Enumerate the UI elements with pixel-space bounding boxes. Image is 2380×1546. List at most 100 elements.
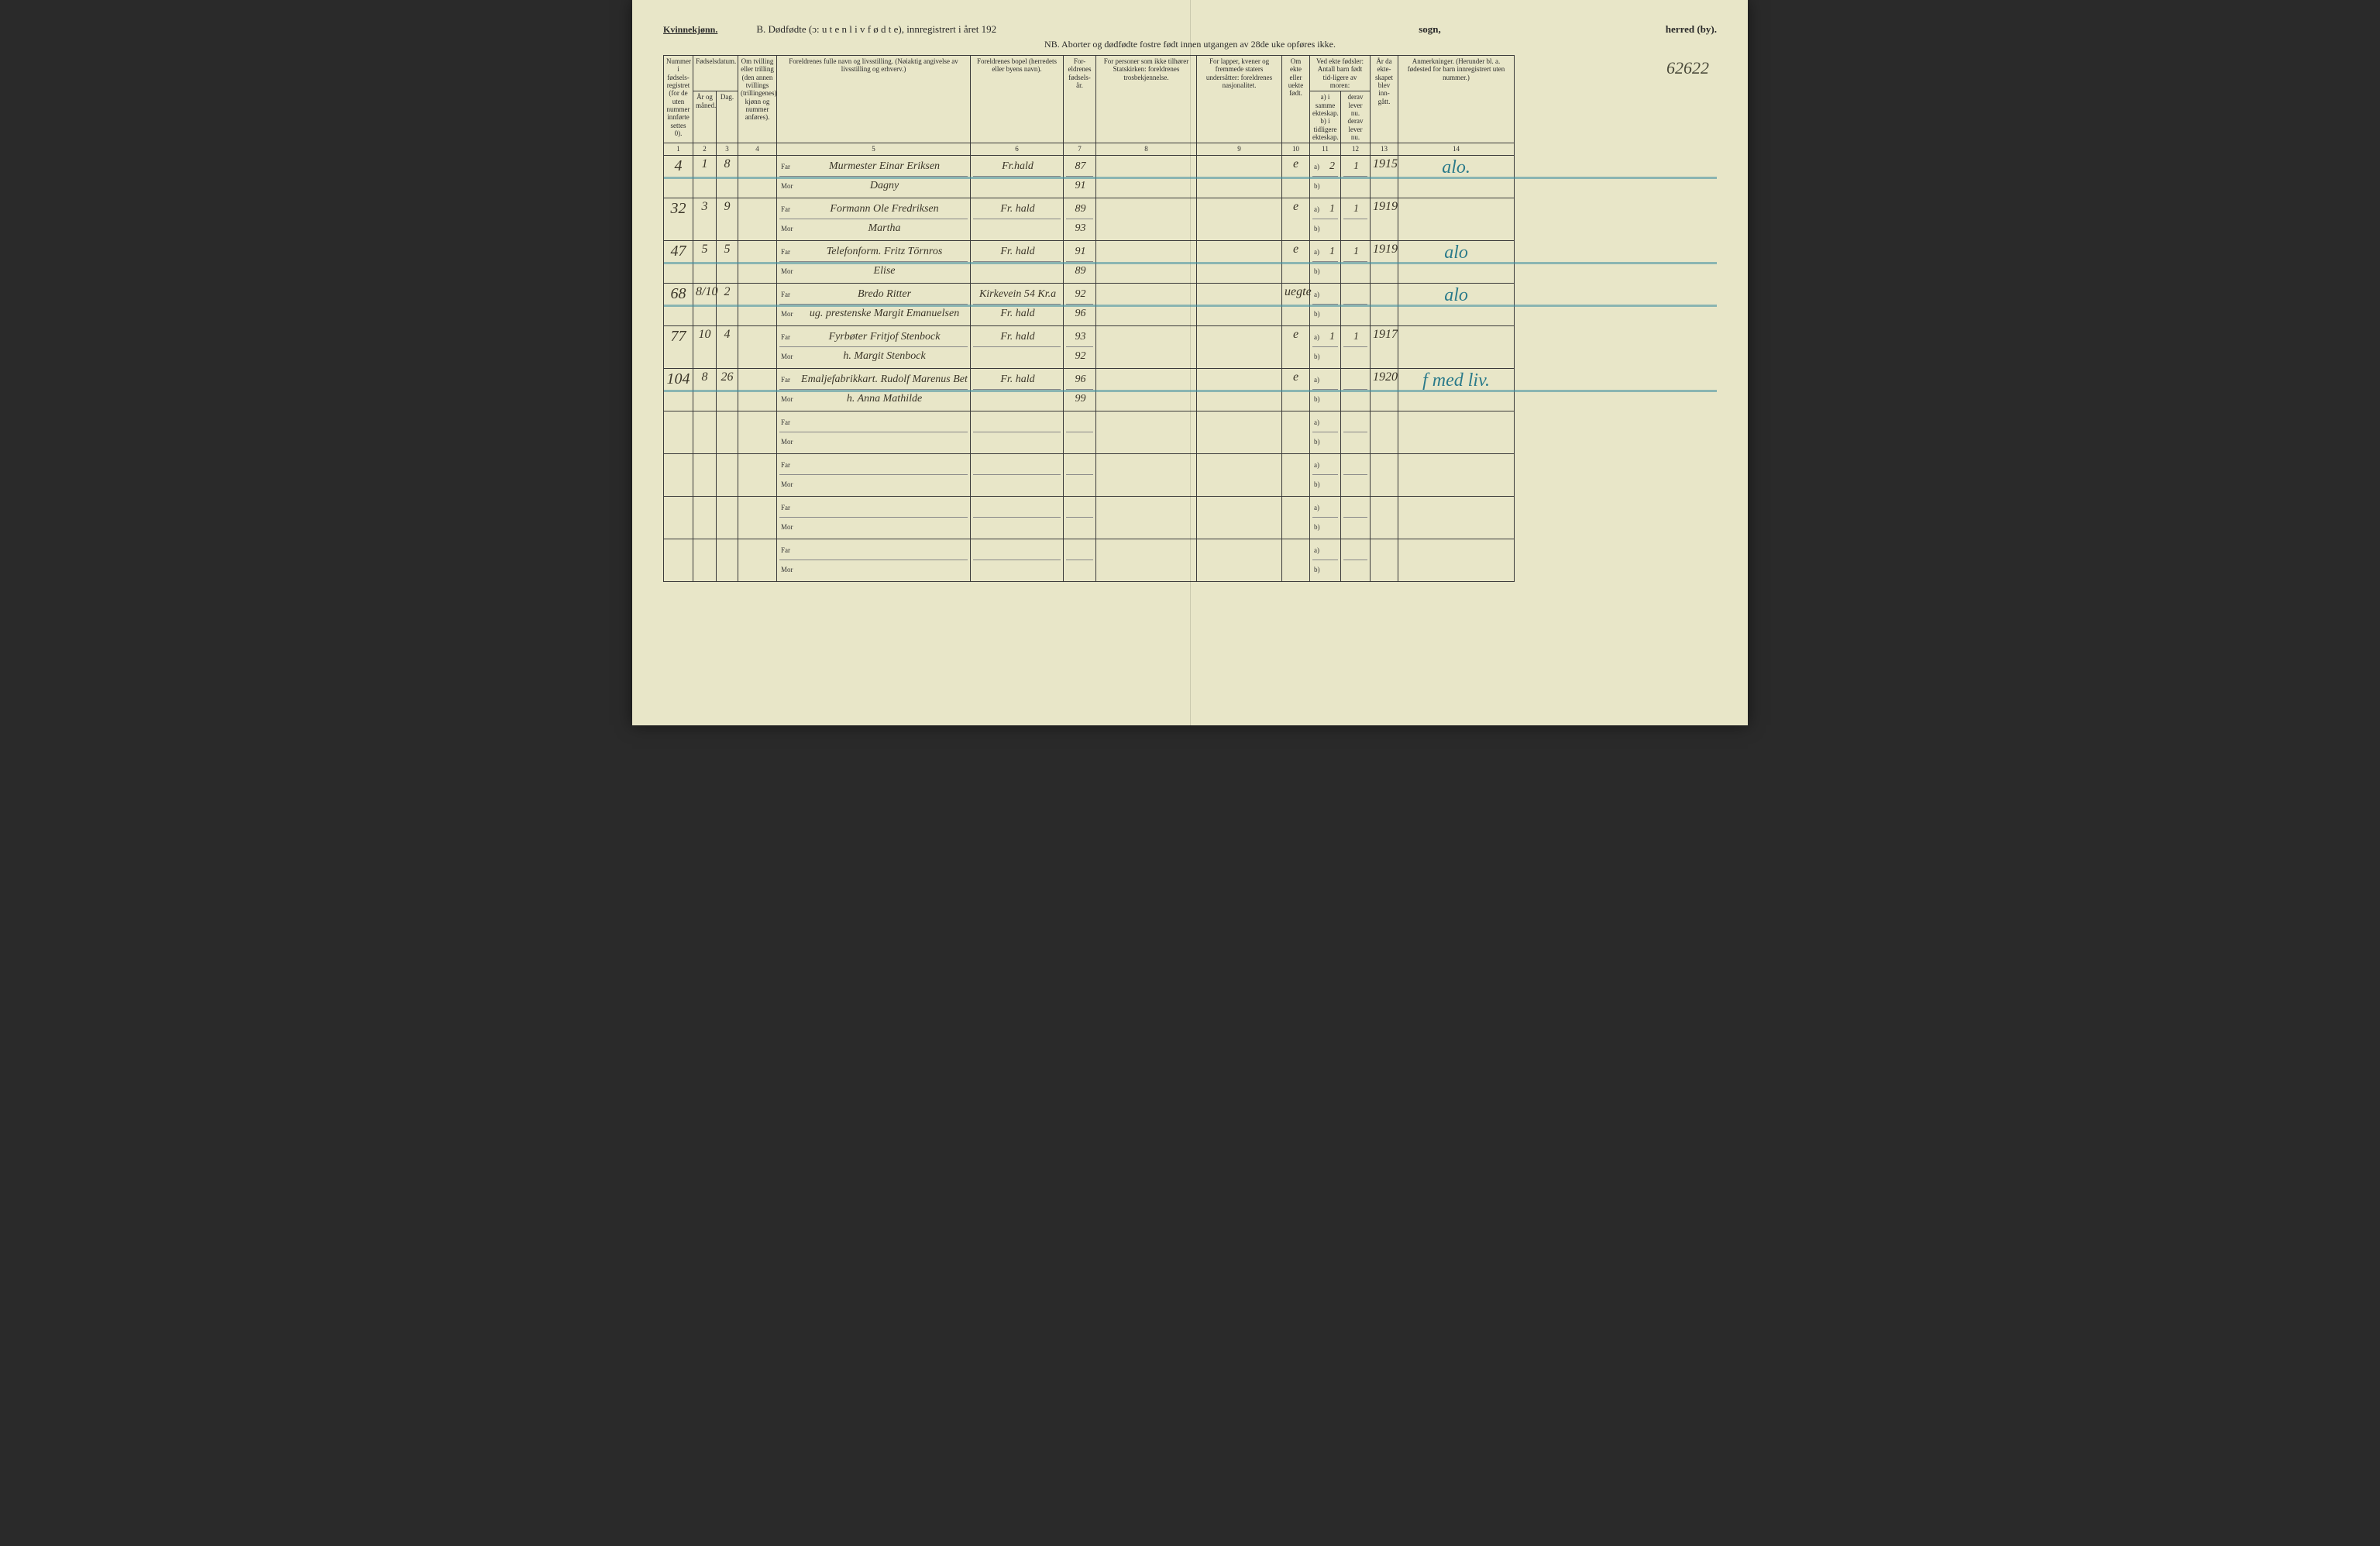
- col-header-7: For-eldrenes fødsels-år.: [1064, 56, 1096, 143]
- table-cell: 1915: [1371, 155, 1398, 198]
- table-cell: 9296: [1064, 283, 1096, 325]
- table-cell: a)1b): [1310, 198, 1341, 240]
- table-cell: [1096, 453, 1197, 496]
- table-cell: 10: [693, 325, 717, 368]
- table-cell: a)b): [1310, 411, 1341, 453]
- table-cell: [1282, 496, 1310, 539]
- table-cell: FarMor: [777, 411, 971, 453]
- table-cell: f med liv.: [1398, 368, 1515, 411]
- table-cell: 4: [717, 325, 738, 368]
- colnum: 7: [1064, 143, 1096, 155]
- table-cell: [1398, 325, 1515, 368]
- table-cell: 26: [717, 368, 738, 411]
- table-cell: 1: [1341, 198, 1371, 240]
- table-row: 4755FarTelefonform. Fritz TörnrosMorElis…: [664, 240, 1717, 283]
- colnum: 11: [1310, 143, 1341, 155]
- table-cell: [1064, 539, 1096, 581]
- table-cell: [738, 496, 777, 539]
- table-cell: [693, 496, 717, 539]
- table-cell: [738, 368, 777, 411]
- table-cell: a)b): [1310, 539, 1341, 581]
- table-cell: [664, 496, 693, 539]
- table-cell: [1341, 453, 1371, 496]
- table-cell: 9189: [1064, 240, 1096, 283]
- table-cell: FarMor: [777, 539, 971, 581]
- table-cell: [1371, 411, 1398, 453]
- col-header-2-group: Fødselsdatum.: [693, 56, 738, 91]
- colnum: 9: [1197, 143, 1282, 155]
- colnum: 3: [717, 143, 738, 155]
- table-row: 688/102FarBredo RitterMorug. prestenske …: [664, 283, 1717, 325]
- table-cell: FarFormann Ole FredriksenMorMartha: [777, 198, 971, 240]
- table-cell: [1096, 155, 1197, 198]
- table-cell: [1398, 453, 1515, 496]
- table-cell: 9: [717, 198, 738, 240]
- table-cell: a)1b): [1310, 240, 1341, 283]
- table-cell: 1: [1341, 240, 1371, 283]
- table-cell: [1197, 368, 1282, 411]
- table-cell: FarMor: [777, 496, 971, 539]
- table-cell: [1096, 411, 1197, 453]
- table-cell: [738, 453, 777, 496]
- colnum: 8: [1096, 143, 1197, 155]
- col-header-12: derav lever nu. derav lever nu.: [1341, 91, 1371, 143]
- table-cell: e: [1282, 240, 1310, 283]
- table-cell: a)b): [1310, 283, 1341, 325]
- table-cell: [1096, 325, 1197, 368]
- table-cell: [1341, 539, 1371, 581]
- table-cell: [1197, 453, 1282, 496]
- table-cell: [1341, 496, 1371, 539]
- table-cell: [738, 155, 777, 198]
- table-cell: [1064, 496, 1096, 539]
- table-cell: alo.: [1398, 155, 1515, 198]
- col-header-1: Nummer i fødsels-registret (for de uten …: [664, 56, 693, 143]
- table-cell: 8/10: [693, 283, 717, 325]
- col-header-5: Foreldrenes fulle navn og livsstilling. …: [777, 56, 971, 143]
- table-cell: [717, 496, 738, 539]
- table-cell: Kirkevein 54 Kr.aFr. hald: [971, 283, 1064, 325]
- table-cell: [1398, 198, 1515, 240]
- table-cell: [717, 453, 738, 496]
- colnum: 2: [693, 143, 717, 155]
- table-cell: 47: [664, 240, 693, 283]
- table-cell: e: [1282, 155, 1310, 198]
- table-cell: [1197, 155, 1282, 198]
- colnum: 14: [1398, 143, 1515, 155]
- table-cell: [1341, 283, 1371, 325]
- table-cell: e: [1282, 325, 1310, 368]
- table-cell: [1197, 325, 1282, 368]
- table-cell: 1920: [1371, 368, 1398, 411]
- col-header-6: Foreldrenes bopel (herredets eller byens…: [971, 56, 1064, 143]
- table-cell: FarMurmester Einar EriksenMorDagny: [777, 155, 971, 198]
- table-cell: 104: [664, 368, 693, 411]
- sogn-label: sogn,: [1419, 23, 1441, 36]
- table-cell: [664, 411, 693, 453]
- table-cell: [1398, 539, 1515, 581]
- table-cell: [738, 325, 777, 368]
- table-cell: [971, 411, 1064, 453]
- col-header-14: Anmerkninger. (Herunder bl. a. fødested …: [1398, 56, 1515, 143]
- table-cell: [1064, 453, 1096, 496]
- table-cell: FarTelefonform. Fritz TörnrosMorElise: [777, 240, 971, 283]
- table-cell: [738, 198, 777, 240]
- table-row: 418FarMurmester Einar EriksenMorDagnyFr.…: [664, 155, 1717, 198]
- table-cell: FarFyrbøter Fritjof StenbockMorh. Margit…: [777, 325, 971, 368]
- table-cell: [1197, 198, 1282, 240]
- table-cell: FarEmaljefabrikkart. Rudolf Marenus Bett…: [777, 368, 971, 411]
- table-cell: a)b): [1310, 496, 1341, 539]
- table-cell: [1398, 411, 1515, 453]
- herred-label: herred (by).: [1666, 23, 1717, 36]
- table-cell: [1341, 368, 1371, 411]
- table-cell: 8: [717, 155, 738, 198]
- table-cell: a)b): [1310, 453, 1341, 496]
- table-cell: a)b): [1310, 368, 1341, 411]
- table-cell: 1: [1341, 155, 1371, 198]
- table-cell: [1371, 453, 1398, 496]
- table-cell: Fr. hald: [971, 198, 1064, 240]
- table-cell: 9392: [1064, 325, 1096, 368]
- table-cell: [738, 411, 777, 453]
- table-cell: [1197, 496, 1282, 539]
- table-cell: Fr. hald: [971, 325, 1064, 368]
- col-header-13: År da ekte-skapet blev inn-gått.: [1371, 56, 1398, 143]
- col-header-8: For personer som ikke tilhører Statskirk…: [1096, 56, 1197, 143]
